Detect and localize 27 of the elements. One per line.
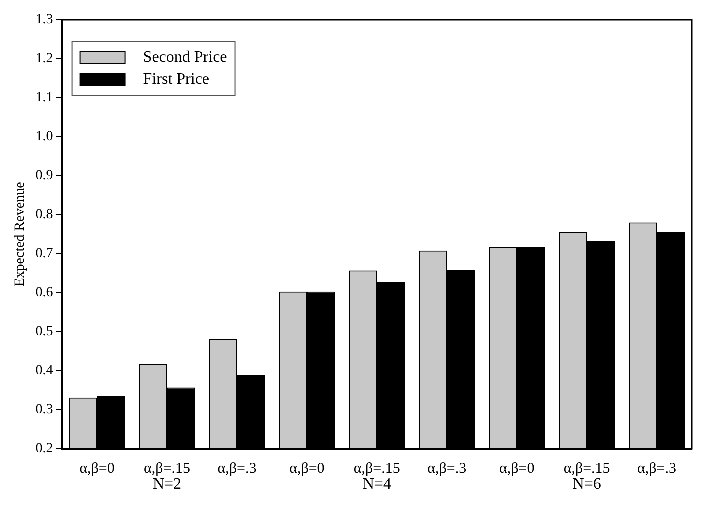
y-tick-label: 1.3 (36, 12, 54, 28)
y-tick-label: 1.2 (36, 52, 54, 67)
x-tick-label: α,β=0 (499, 460, 535, 477)
x-tick-label: α,β=.3 (428, 460, 467, 477)
x-tick-label: α,β=0 (80, 460, 115, 477)
y-tick-label: 0.2 (36, 442, 54, 457)
y-tick-label: 0.8 (36, 208, 54, 223)
text: N=4 (362, 476, 392, 493)
text: N=6 (572, 476, 602, 493)
x-tick-label: α,β=0 (290, 460, 325, 477)
y-tick-label: 0.6 (36, 286, 54, 301)
x-tick-label: α,β=.15 (144, 460, 190, 477)
x-tick-label: α,β=.3 (638, 460, 676, 477)
x-tick-label: α,β=.3 (218, 460, 257, 477)
x-tick-label: α,β=.15 (564, 460, 610, 477)
y-tick-label: 0.9 (36, 168, 54, 184)
text: N=2 (152, 476, 182, 493)
y-tick-label: 0.3 (36, 402, 54, 418)
y-axis-title: Expected Revenue (13, 182, 28, 287)
legend-label: Second Price (143, 49, 228, 66)
y-tick-label: 0.5 (36, 324, 54, 340)
y-tick-label: 1.0 (36, 130, 54, 145)
y-tick-label: 0.7 (36, 246, 54, 262)
x-tick-label: α,β=.15 (354, 460, 400, 477)
y-tick-label: 1.1 (36, 90, 54, 106)
y-tick-label: 0.4 (36, 364, 54, 379)
legend-label: First Price (143, 71, 210, 88)
